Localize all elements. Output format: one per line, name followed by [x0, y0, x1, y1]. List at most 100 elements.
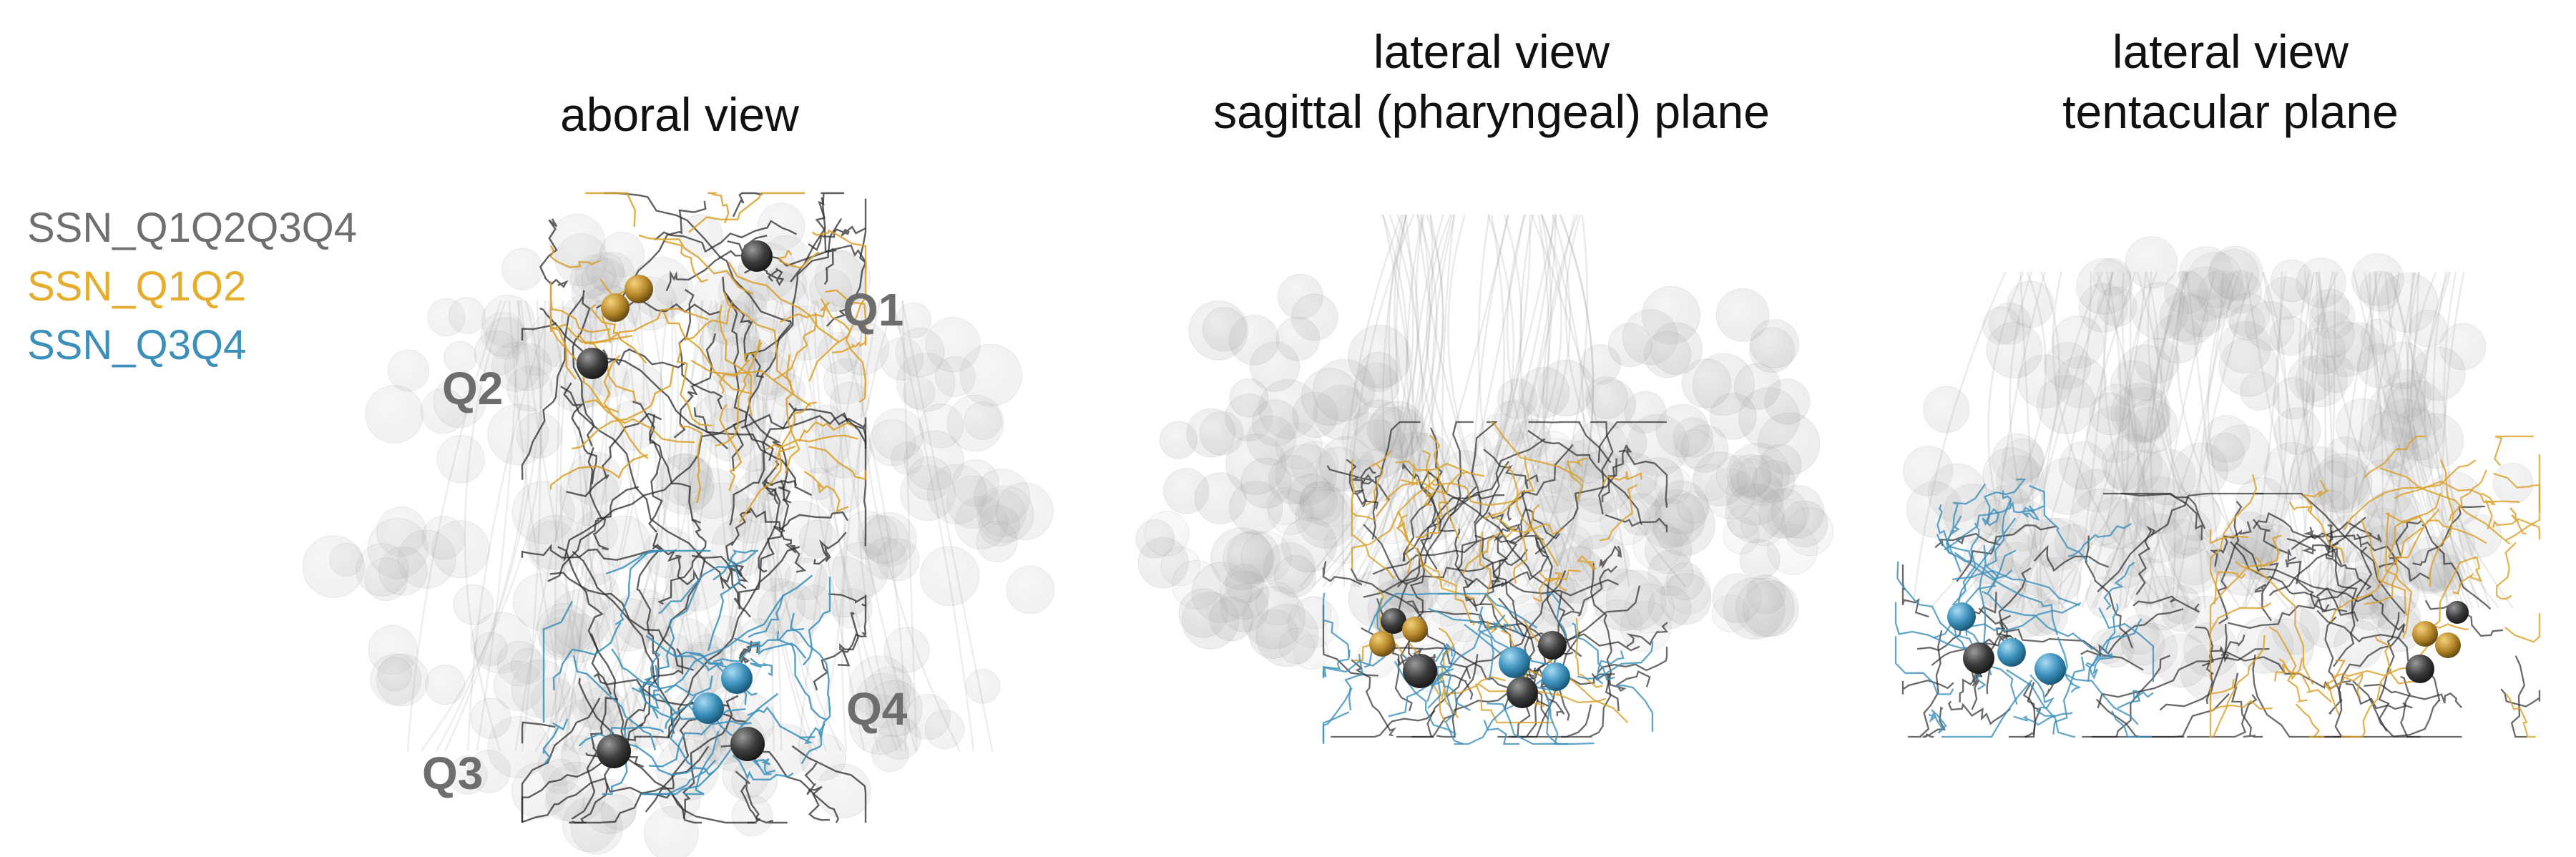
neurite — [521, 721, 556, 744]
neurite — [808, 446, 867, 481]
neurite — [1375, 464, 1418, 517]
neurite — [1456, 438, 1546, 572]
neurite — [1600, 484, 1637, 542]
cell-body — [2379, 341, 2427, 390]
cell-body — [1163, 468, 1210, 514]
neurite — [700, 300, 794, 752]
neurite — [679, 424, 703, 504]
neurite — [901, 300, 918, 752]
cell-body — [1715, 455, 1758, 496]
neurite — [773, 525, 807, 573]
neurite — [825, 300, 917, 752]
neurite — [731, 320, 793, 471]
soma-q1q2q3q4 — [1963, 642, 1994, 674]
neurite — [1395, 214, 1429, 587]
cell-body — [1767, 524, 1818, 575]
neurite — [2098, 607, 2155, 682]
neurite — [857, 300, 903, 752]
neurite — [1477, 214, 1514, 587]
neurite — [1416, 501, 1449, 538]
soma-q3q4 — [692, 692, 724, 724]
cell-body — [1309, 489, 1348, 527]
neurite — [1441, 676, 1506, 700]
cell-body — [2296, 258, 2346, 308]
neurite — [2147, 271, 2241, 609]
neurite — [1351, 659, 1397, 737]
neurite — [2019, 271, 2040, 609]
neurite — [1492, 514, 1564, 536]
soma-q3q4 — [1997, 638, 2026, 667]
neurite — [2111, 710, 2152, 738]
neurite — [2102, 492, 2203, 541]
neurite — [2094, 271, 2185, 609]
neurite — [1901, 564, 1929, 618]
neurite — [2364, 683, 2463, 709]
neurite — [1397, 514, 1412, 574]
neurite — [2142, 271, 2190, 609]
neurite — [841, 300, 895, 752]
neurite — [578, 300, 666, 752]
neurite — [549, 454, 648, 490]
neurite — [682, 695, 739, 819]
neurite — [2067, 523, 2132, 558]
neurite — [1527, 430, 1643, 526]
neurite — [1982, 590, 2096, 650]
neurite — [1346, 459, 1368, 508]
neurite — [707, 192, 730, 224]
neurite — [578, 677, 702, 824]
cell-body — [1341, 413, 1394, 466]
neurite — [2022, 505, 2040, 521]
neurite — [1341, 214, 1403, 587]
neurite — [687, 300, 732, 752]
neurite — [793, 300, 879, 752]
neurite — [519, 300, 607, 752]
neurite — [1525, 214, 1589, 587]
neurite — [707, 558, 741, 652]
cell-body — [431, 520, 490, 579]
neurite — [1597, 421, 1667, 463]
neurite — [2185, 271, 2225, 609]
neurite — [744, 217, 843, 362]
neurite — [1507, 444, 1574, 521]
neurite — [664, 594, 785, 694]
neurite — [815, 197, 838, 285]
neurite — [1474, 683, 1553, 724]
neurite — [673, 333, 717, 439]
neurite — [1454, 528, 1478, 612]
cell-body — [754, 555, 791, 592]
cell-body — [436, 435, 485, 484]
neurite — [718, 339, 761, 394]
neurite — [1978, 607, 2144, 671]
neurite — [622, 300, 660, 752]
neurite — [2209, 679, 2235, 738]
neurite — [725, 511, 751, 582]
neurite — [2021, 271, 2115, 609]
neurite — [1351, 504, 1395, 579]
neurite — [773, 312, 818, 381]
neurite — [1322, 687, 1353, 744]
neurite — [645, 715, 707, 813]
neurite — [763, 300, 818, 752]
neurite — [1479, 532, 1512, 630]
neurite — [658, 300, 723, 752]
neurite — [2295, 703, 2325, 738]
neurite — [2500, 688, 2541, 707]
neurite — [693, 407, 813, 496]
neurite — [594, 672, 747, 723]
cell-body — [1750, 319, 1800, 368]
neurite — [2097, 647, 2270, 709]
neurite — [712, 300, 817, 752]
neurite — [1464, 214, 1552, 587]
neurite — [2364, 271, 2384, 609]
neurite — [664, 240, 708, 283]
cell-body — [2270, 315, 2310, 356]
panel-sagittal-view — [1135, 214, 1834, 745]
neurite — [1901, 680, 1954, 695]
neurite — [728, 261, 840, 343]
neurite — [1616, 684, 1654, 732]
neurite — [2443, 271, 2480, 609]
neurite — [1602, 471, 1642, 486]
neurite — [1477, 606, 1494, 681]
neurite — [1438, 627, 1455, 681]
cell-body — [965, 668, 1001, 704]
